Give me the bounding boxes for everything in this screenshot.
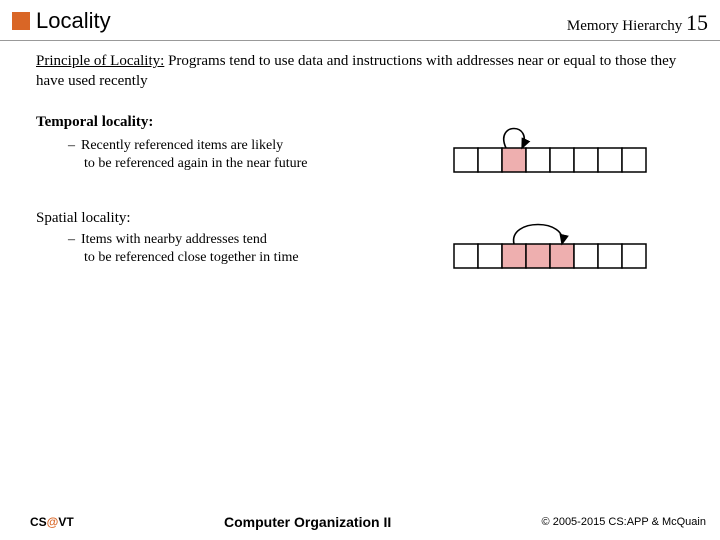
temporal-text: Temporal locality: –Recently referenced …: [36, 114, 416, 175]
section-label: Memory Hierarchy: [567, 18, 682, 34]
footer-right: © 2005-2015 CS:APP & McQuain: [542, 516, 706, 528]
temporal-diagram: [448, 114, 658, 176]
principle-paragraph: Principle of Locality: Programs tend to …: [36, 51, 690, 92]
temporal-line1: Recently referenced items are likely: [81, 138, 283, 153]
footer-left: CS@VT: [30, 515, 74, 529]
spatial-diagram-col: [416, 210, 690, 272]
spatial-bullet: –Items with nearby addresses tend to be …: [68, 231, 398, 269]
footer-left-pre: CS: [30, 515, 47, 529]
page-number: 15: [686, 10, 708, 35]
footer-center: Computer Organization II: [224, 514, 391, 530]
footer-left-post: VT: [58, 515, 73, 529]
temporal-row: Temporal locality: –Recently referenced …: [36, 114, 690, 176]
slide-title: Locality: [36, 8, 111, 34]
spatial-line1: Items with nearby addresses tend: [81, 232, 267, 247]
dash-icon: –: [68, 232, 75, 247]
slide-content: Principle of Locality: Programs tend to …: [0, 51, 720, 272]
temporal-heading: Temporal locality:: [36, 114, 416, 131]
temporal-diagram-col: [416, 114, 690, 176]
dash-icon: –: [68, 138, 75, 153]
header-right: Memory Hierarchy 15: [567, 10, 708, 36]
slide-header: Locality Memory Hierarchy 15: [0, 0, 720, 40]
principle-lead: Principle of Locality:: [36, 53, 164, 69]
spatial-heading: Spatial locality:: [36, 210, 416, 227]
slide-footer: CS@VT Computer Organization II © 2005-20…: [0, 514, 720, 530]
spatial-diagram: [448, 210, 658, 272]
title-bullet: [12, 12, 30, 30]
footer-left-at: @: [47, 515, 59, 529]
temporal-bullet: –Recently referenced items are likely to…: [68, 137, 398, 175]
header-divider: [0, 40, 720, 41]
spatial-text: Spatial locality: –Items with nearby add…: [36, 210, 416, 269]
spatial-line2: to be referenced close together in time: [84, 250, 299, 265]
spatial-row: Spatial locality: –Items with nearby add…: [36, 210, 690, 272]
temporal-line2: to be referenced again in the near futur…: [84, 156, 308, 171]
